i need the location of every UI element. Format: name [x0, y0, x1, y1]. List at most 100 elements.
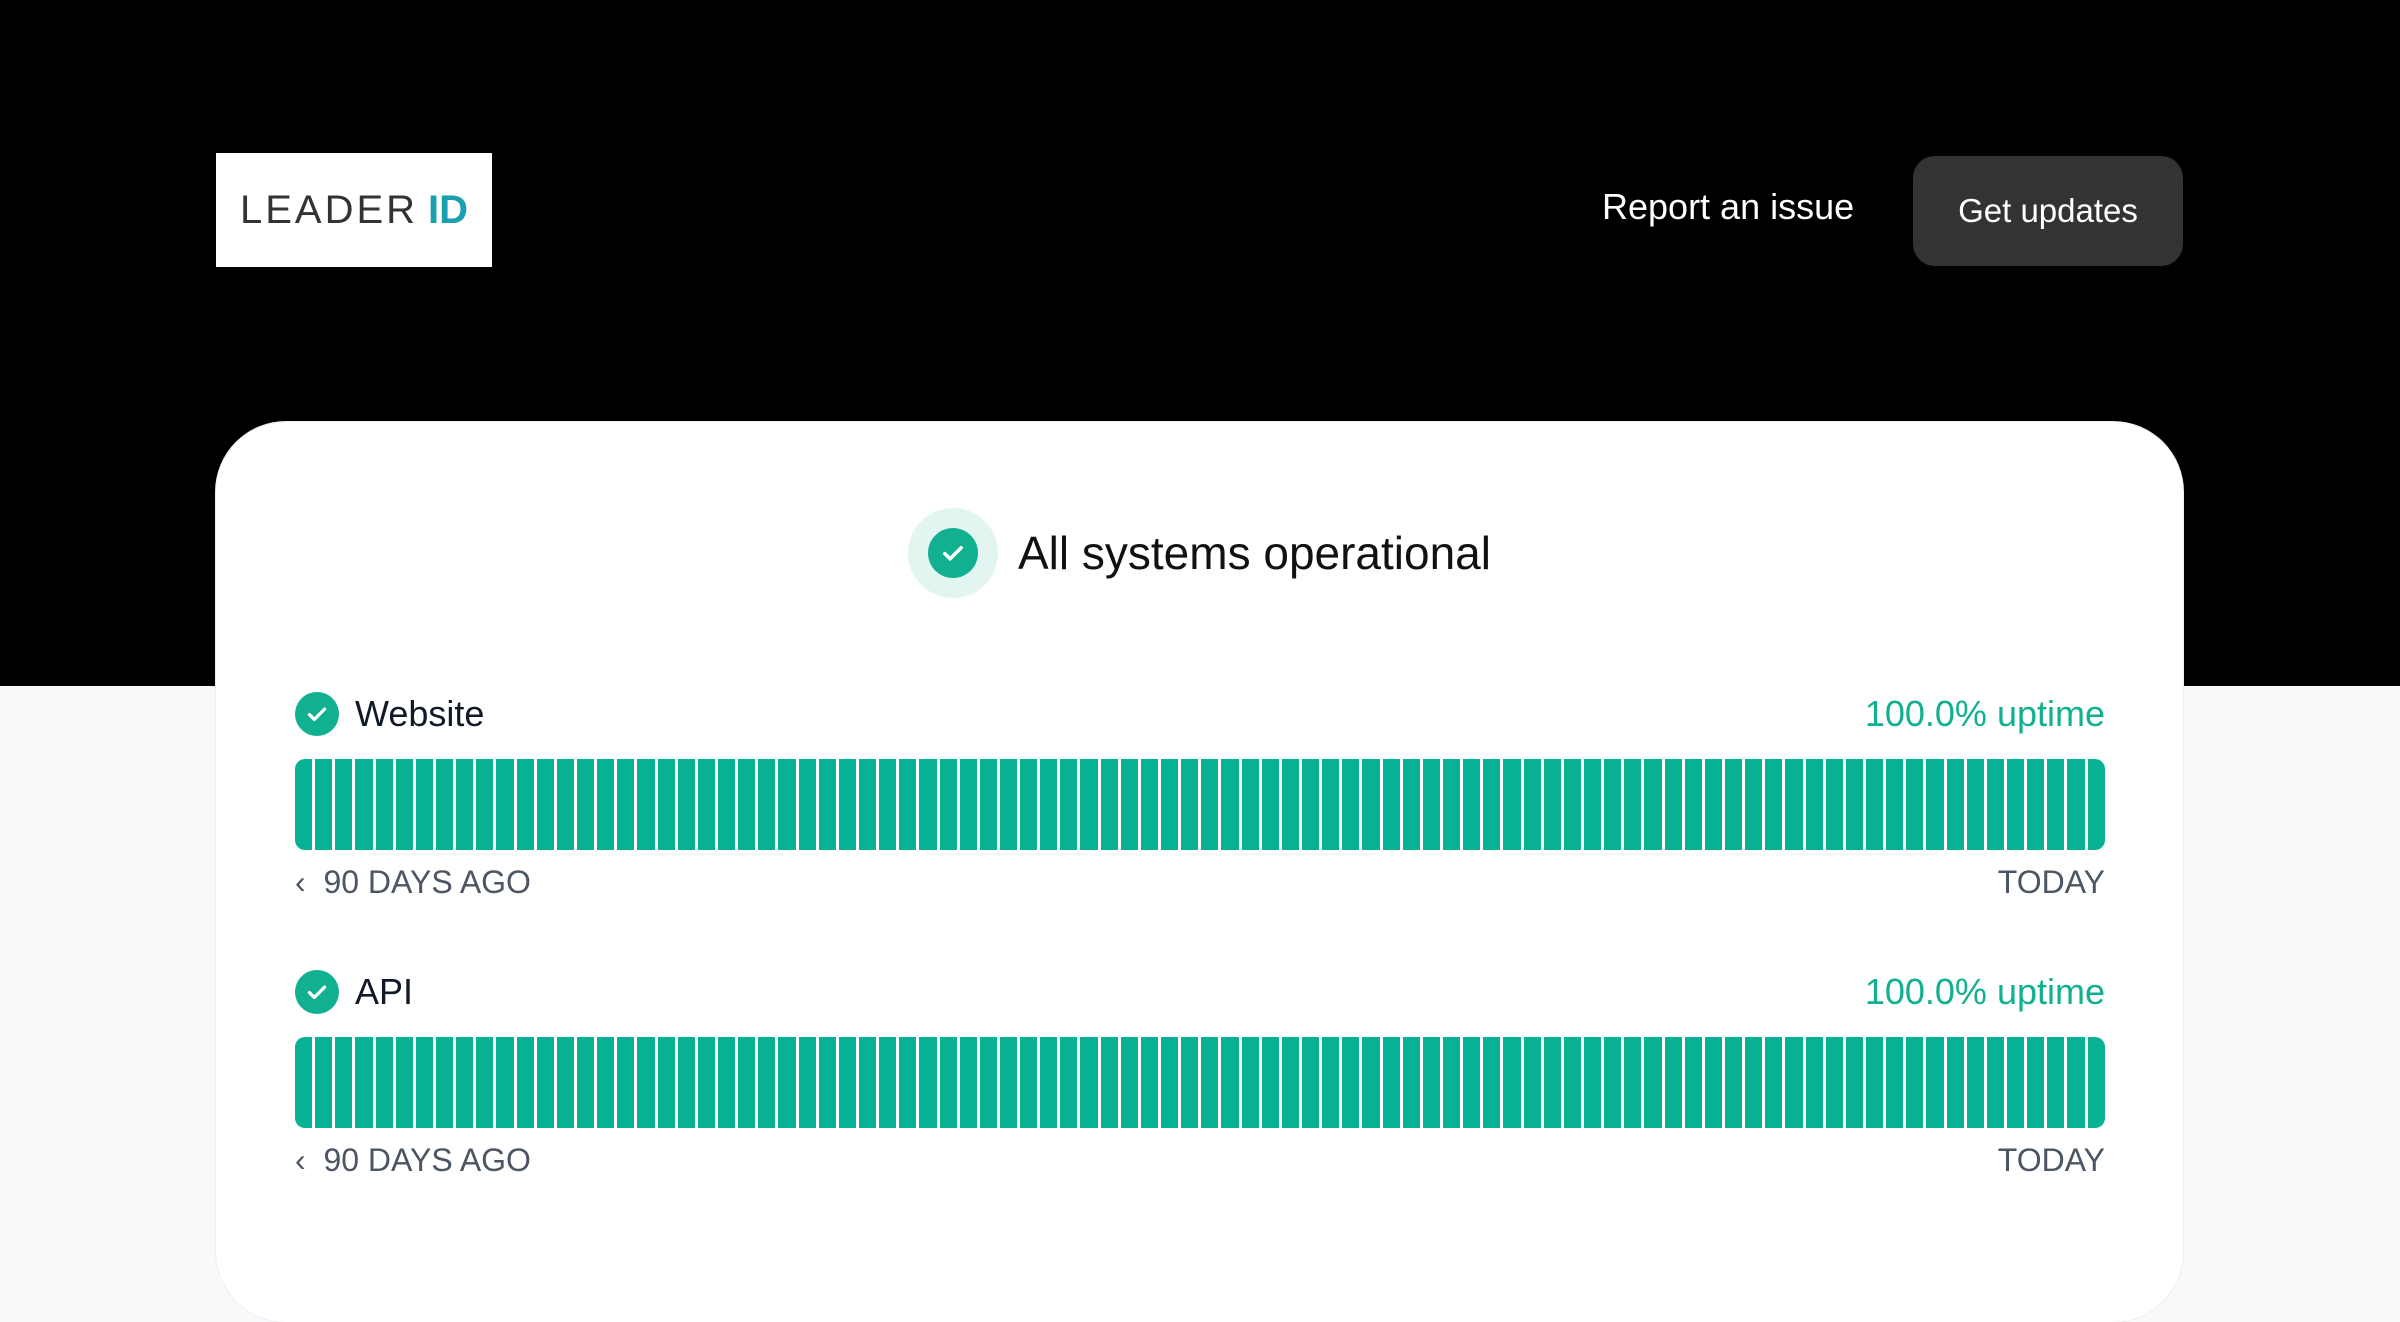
uptime-day-bar[interactable]: [1100, 1037, 1118, 1128]
uptime-day-bar[interactable]: [395, 759, 413, 850]
uptime-day-bar[interactable]: [1805, 1037, 1823, 1128]
uptime-day-bar[interactable]: [637, 759, 655, 850]
uptime-day-bar[interactable]: [395, 1037, 413, 1128]
uptime-day-bar[interactable]: [2027, 759, 2045, 850]
uptime-day-bar[interactable]: [758, 759, 776, 850]
uptime-day-bar[interactable]: [1986, 759, 2004, 850]
uptime-day-bar[interactable]: [1060, 759, 1078, 850]
uptime-day-bar[interactable]: [738, 1037, 756, 1128]
uptime-day-bar[interactable]: [2047, 1037, 2065, 1128]
uptime-day-bar[interactable]: [1704, 1037, 1722, 1128]
uptime-day-bar[interactable]: [2047, 759, 2065, 850]
uptime-day-bar[interactable]: [1281, 1037, 1300, 1128]
uptime-day-bar[interactable]: [677, 1037, 695, 1128]
uptime-day-bar[interactable]: [1483, 759, 1501, 850]
uptime-day-bar[interactable]: [1865, 1037, 1884, 1128]
uptime-day-bar[interactable]: [717, 759, 736, 850]
uptime-day-bar[interactable]: [1241, 759, 1259, 850]
uptime-day-bar[interactable]: [1724, 1037, 1743, 1128]
uptime-day-bar[interactable]: [1161, 759, 1179, 850]
uptime-day-bar[interactable]: [999, 759, 1018, 850]
uptime-day-bar[interactable]: [335, 759, 353, 850]
uptime-day-bar[interactable]: [2067, 1037, 2085, 1128]
uptime-day-bar[interactable]: [1724, 759, 1743, 850]
uptime-day-bar[interactable]: [1221, 759, 1239, 850]
uptime-day-bar[interactable]: [516, 1037, 534, 1128]
uptime-day-bar[interactable]: [1563, 1037, 1581, 1128]
uptime-day-bar[interactable]: [1040, 1037, 1058, 1128]
uptime-day-bar[interactable]: [1745, 759, 1763, 850]
uptime-day-bar[interactable]: [456, 1037, 474, 1128]
uptime-day-bar[interactable]: [1382, 759, 1400, 850]
uptime-day-bar[interactable]: [476, 759, 494, 850]
uptime-day-bar[interactable]: [435, 1037, 454, 1128]
uptime-day-bar[interactable]: [1966, 1037, 1984, 1128]
uptime-day-bar[interactable]: [1080, 1037, 1098, 1128]
uptime-day-bar[interactable]: [1120, 759, 1138, 850]
uptime-day-bar[interactable]: [999, 1037, 1018, 1128]
uptime-day-bar[interactable]: [1664, 1037, 1682, 1128]
uptime-day-bar[interactable]: [556, 1037, 574, 1128]
uptime-day-bar[interactable]: [1503, 759, 1521, 850]
uptime-day-bar[interactable]: [818, 1037, 836, 1128]
uptime-day-bar[interactable]: [1785, 1037, 1803, 1128]
uptime-day-bar[interactable]: [295, 1037, 313, 1128]
uptime-day-bar[interactable]: [1261, 759, 1279, 850]
uptime-day-bar[interactable]: [1443, 759, 1461, 850]
uptime-day-bar[interactable]: [778, 1037, 796, 1128]
uptime-day-bar[interactable]: [1543, 1037, 1561, 1128]
uptime-day-bar[interactable]: [1443, 1037, 1461, 1128]
uptime-day-bar[interactable]: [879, 759, 897, 850]
uptime-day-bar[interactable]: [657, 1037, 675, 1128]
uptime-day-bar[interactable]: [1966, 759, 1984, 850]
uptime-day-bar[interactable]: [1845, 1037, 1863, 1128]
uptime-day-bar[interactable]: [2067, 759, 2085, 850]
uptime-day-bar[interactable]: [1946, 759, 1964, 850]
uptime-day-bar[interactable]: [1523, 1037, 1541, 1128]
uptime-day-bar[interactable]: [1060, 1037, 1078, 1128]
uptime-day-bar[interactable]: [838, 759, 856, 850]
uptime-day-bar[interactable]: [1986, 1037, 2004, 1128]
uptime-day-bar[interactable]: [1604, 759, 1622, 850]
uptime-day-bar[interactable]: [798, 1037, 816, 1128]
uptime-day-bar[interactable]: [315, 759, 333, 850]
get-updates-button[interactable]: Get updates: [1913, 156, 2183, 266]
uptime-day-bar[interactable]: [778, 759, 796, 850]
uptime-day-bar[interactable]: [717, 1037, 736, 1128]
uptime-day-bar[interactable]: [1382, 1037, 1400, 1128]
uptime-day-bar[interactable]: [959, 1037, 977, 1128]
uptime-day-bar[interactable]: [1745, 1037, 1763, 1128]
uptime-day-bar[interactable]: [818, 759, 836, 850]
uptime-day-bar[interactable]: [939, 759, 957, 850]
uptime-day-bar[interactable]: [858, 759, 877, 850]
uptime-day-bar[interactable]: [1020, 1037, 1038, 1128]
uptime-day-bar[interactable]: [597, 1037, 615, 1128]
uptime-day-bar[interactable]: [355, 1037, 373, 1128]
uptime-day-bar[interactable]: [597, 759, 615, 850]
uptime-day-bar[interactable]: [1080, 759, 1098, 850]
uptime-day-bar[interactable]: [1906, 1037, 1924, 1128]
uptime-day-bar[interactable]: [697, 1037, 715, 1128]
uptime-day-bar[interactable]: [335, 1037, 353, 1128]
uptime-day-bar[interactable]: [1302, 759, 1320, 850]
uptime-day-bar[interactable]: [677, 759, 695, 850]
uptime-day-bar[interactable]: [496, 759, 514, 850]
uptime-day-bar[interactable]: [415, 1037, 433, 1128]
uptime-day-bar[interactable]: [1362, 759, 1380, 850]
uptime-day-bar[interactable]: [1100, 759, 1118, 850]
uptime-day-bar[interactable]: [1644, 759, 1662, 850]
uptime-day-bar[interactable]: [1422, 759, 1441, 850]
uptime-day-bar[interactable]: [375, 759, 393, 850]
uptime-day-bar[interactable]: [1785, 759, 1803, 850]
uptime-day-bar[interactable]: [1181, 759, 1199, 850]
uptime-day-bar[interactable]: [1342, 1037, 1360, 1128]
uptime-day-bar[interactable]: [1463, 759, 1481, 850]
uptime-day-bar[interactable]: [1765, 759, 1783, 850]
uptime-day-bar[interactable]: [295, 759, 313, 850]
uptime-day-bar[interactable]: [355, 759, 373, 850]
uptime-day-bar[interactable]: [1281, 759, 1300, 850]
uptime-day-bar[interactable]: [2006, 1037, 2025, 1128]
uptime-day-bar[interactable]: [576, 759, 595, 850]
uptime-day-bar[interactable]: [1261, 1037, 1279, 1128]
uptime-day-bar[interactable]: [798, 759, 816, 850]
